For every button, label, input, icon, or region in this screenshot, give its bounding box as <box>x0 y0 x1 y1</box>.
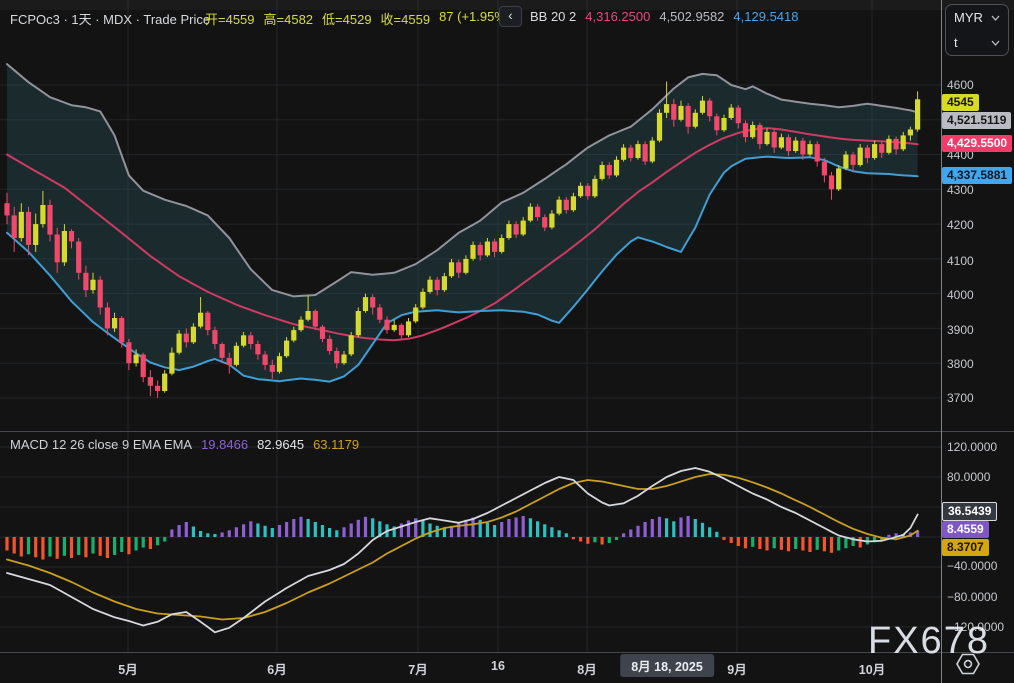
bb-legend: BB 20 2 4,316.2500 4,502.9582 4,129.5418 <box>530 9 799 24</box>
axis-tick-label: −80.0000 <box>947 590 998 604</box>
time-axis-tick: 10月 <box>858 663 886 677</box>
unit-value: t <box>954 35 958 50</box>
axis-tick-label: 4600 <box>947 78 974 92</box>
axis-price-badge: 8.3707 <box>942 539 989 556</box>
bb-basis-value: 4,316.2500 <box>585 9 651 24</box>
axis-price-badge: 4,337.5881 <box>942 167 1013 184</box>
chevron-down-icon <box>991 40 1000 46</box>
axis-tick-label: 3700 <box>947 391 974 405</box>
axis-tick-label: 80.0000 <box>947 470 991 484</box>
macd-signal-value: 63.1179 <box>313 437 360 452</box>
currency-value: MYR <box>954 10 983 25</box>
macd-title: MACD 12 26 close 9 EMA EMA <box>10 437 193 452</box>
macd-line-value: 82.9645 <box>257 437 305 452</box>
axis-settings-box: MYR t <box>945 4 1009 56</box>
axis-tick-label: −120.0000 <box>947 620 1005 634</box>
time-axis-tick: 9月 <box>727 663 747 677</box>
chevron-left-icon: ‹ <box>508 7 513 23</box>
bb-lower-value: 4,129.5418 <box>733 9 799 24</box>
unit-select[interactable]: t <box>946 30 1008 55</box>
ohlc-change: 87 (+1.95%) <box>439 9 511 24</box>
ohlc-high: 高=4582 <box>263 12 314 27</box>
currency-select[interactable]: MYR <box>946 5 1008 30</box>
macd-histogram-value: 19.8466 <box>201 437 249 452</box>
axis-price-badge: 4,521.5119 <box>942 112 1012 129</box>
collapse-indicator-button[interactable]: ‹ <box>499 6 522 27</box>
macd-legend: MACD 12 26 close 9 EMA EMA 19.8466 82.96… <box>10 437 359 452</box>
bb-upper-value: 4,502.9582 <box>659 9 725 24</box>
axis-tick-label: 120.0000 <box>947 440 998 454</box>
axis-tick-label: 3900 <box>947 323 974 337</box>
symbol-legend: FCPOc3 · 1天 · MDX · Trade Price <box>10 9 210 28</box>
axis-tick-label: 4300 <box>947 183 974 197</box>
axis-price-badge: 36.5439 <box>942 502 998 521</box>
ohlc-open: 开=4559 <box>205 12 255 27</box>
axis-price-badge: 8.4559 <box>942 521 989 538</box>
axis-price-badge: 4,429.5500 <box>942 135 1013 152</box>
chevron-down-icon <box>991 15 1000 21</box>
time-axis-tick: 6月 <box>267 663 287 677</box>
axis-tick-label: 4200 <box>947 218 974 232</box>
axis-price-badge: 4545 <box>942 94 979 111</box>
time-axis-tick: 7月 <box>408 663 428 677</box>
axis-tick-label: 4100 <box>947 254 974 268</box>
crosshair-date-badge: 8月 18, 2025 <box>620 654 714 677</box>
time-axis-tick: 16 <box>491 659 505 673</box>
time-axis-tick: 8月 <box>577 663 597 677</box>
bb-title: BB 20 2 <box>530 9 577 24</box>
ohlc-legend: 开=4559 高=4582 低=4529 收=4559 87 (+1.95%) <box>205 9 510 28</box>
hexagon-logo-icon <box>956 653 980 675</box>
axis-tick-label: 3800 <box>947 357 974 371</box>
symbol-title: FCPOc3 · 1天 · MDX · Trade Price <box>10 12 211 27</box>
ohlc-close: 收=4559 <box>380 12 431 27</box>
ohlc-low: 低=4529 <box>322 12 372 27</box>
time-axis-tick: 5月 <box>118 663 138 677</box>
axis-tick-label: 4000 <box>947 288 974 302</box>
axis-tick-label: −40.0000 <box>947 559 998 573</box>
